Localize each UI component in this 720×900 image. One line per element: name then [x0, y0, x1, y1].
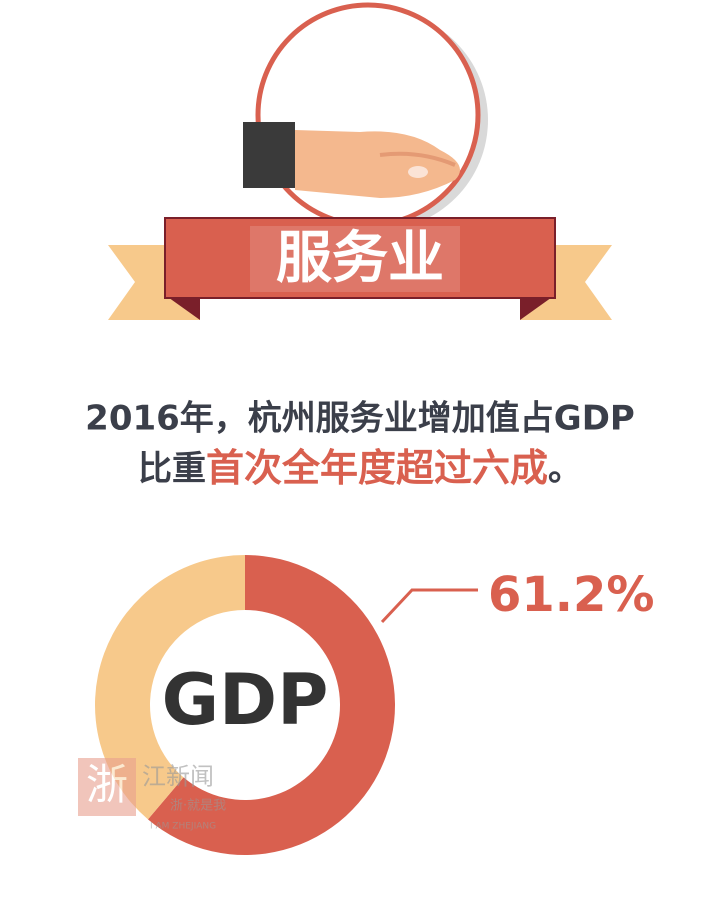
title: 服务业: [276, 226, 444, 291]
leader-line: [380, 588, 478, 624]
headline-text: 比重: [138, 449, 206, 489]
watermark-logo-box: [78, 758, 136, 816]
donut-chart: [94, 555, 395, 855]
nail: [408, 166, 428, 178]
ribbon-fold-right: [520, 295, 555, 320]
headline-line1: 2016年，杭州服务业增加值占GDP: [85, 399, 635, 439]
watermark-name: 江新闻: [142, 763, 214, 791]
center-label: GDP: [162, 659, 329, 741]
finger: [379, 151, 456, 167]
headline-text: 。: [548, 449, 582, 489]
ribbon: [164, 217, 556, 299]
ribbon-fold-left: [165, 295, 200, 320]
watermark: 浙 江新闻 浙·就是我 I AM ZHEJIANG: [78, 758, 226, 832]
donut-segment: [94, 555, 246, 820]
watermark-english: I AM ZHEJIANG: [150, 822, 216, 832]
hand: [295, 130, 460, 198]
ribbon-highlight: [250, 226, 460, 292]
watermark-logo: 浙: [86, 760, 128, 809]
sleeve: [243, 122, 295, 188]
value-label: 61.2%: [488, 567, 655, 623]
watermark-slogan: 浙·就是我: [170, 799, 226, 814]
headline-highlight: 首次全年度超过六成: [206, 446, 548, 490]
headline-line2: 比重首次全年度超过六成。: [138, 446, 582, 490]
donut-segment: [147, 555, 395, 855]
